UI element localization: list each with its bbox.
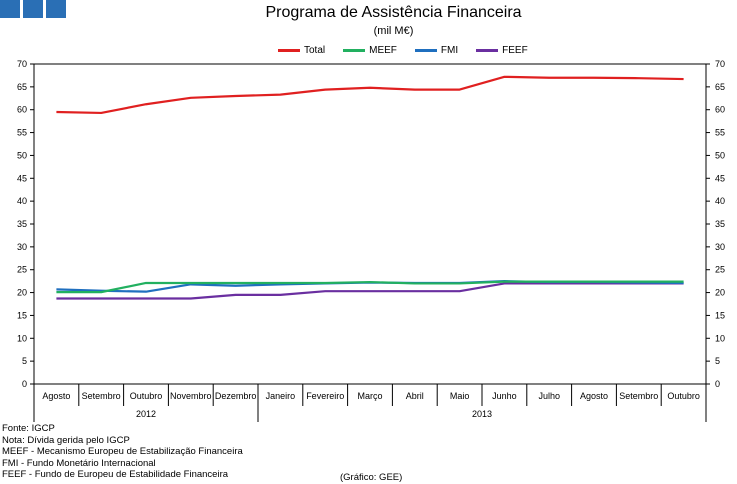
footnote-note: Nota: Dívida gerida pelo IGCP bbox=[2, 434, 130, 446]
y-tick-label-left: 45 bbox=[17, 173, 27, 183]
y-tick-label-right: 65 bbox=[715, 82, 725, 92]
y-tick-label-right: 0 bbox=[715, 379, 720, 389]
y-tick-label-left: 20 bbox=[17, 288, 27, 298]
y-tick-label-left: 5 bbox=[22, 356, 27, 366]
series-line-meef bbox=[56, 280, 684, 294]
footnotes: Fonte: IGCP Nota: Dívida gerida pelo IGC… bbox=[2, 423, 243, 481]
chart-title: Programa de Assistência Financeira bbox=[265, 4, 522, 21]
y-tick-label-left: 0 bbox=[22, 379, 27, 389]
y-tick-label-left: 40 bbox=[17, 196, 27, 206]
legend-item-meef: MEEF bbox=[343, 45, 397, 56]
x-tick-label: Setembro bbox=[82, 391, 121, 401]
x-tick-label: Fevereiro bbox=[306, 391, 344, 401]
chart-subtitle: (mil M€) bbox=[373, 25, 414, 37]
x-tick-label: Agosto bbox=[42, 391, 70, 401]
y-tick-label-right: 30 bbox=[715, 242, 725, 252]
x-tick-label: Janeiro bbox=[266, 391, 296, 401]
x-tick-label: Novembro bbox=[170, 391, 212, 401]
footnote-fmi: FMI - Fundo Monetário Internacional bbox=[2, 457, 156, 469]
y-tick-label-right: 70 bbox=[715, 59, 725, 69]
logo-block-2 bbox=[23, 0, 43, 18]
legend-label-total: Total bbox=[304, 45, 326, 56]
legend-item-total: Total bbox=[278, 45, 325, 56]
legend-label-meef: MEEF bbox=[369, 45, 397, 56]
legend-swatch-meef bbox=[343, 49, 366, 52]
y-tick-label-left: 55 bbox=[17, 128, 27, 138]
logo-block-3 bbox=[46, 0, 66, 18]
footnote-meef: MEEF - Mecanismo Europeu de Estabilizaçã… bbox=[2, 446, 243, 457]
y-tick-label-left: 70 bbox=[17, 59, 27, 69]
x-tick-label: Março bbox=[357, 391, 382, 401]
y-tick-label-right: 25 bbox=[715, 265, 725, 275]
y-tick-label-right: 20 bbox=[715, 288, 725, 298]
x-tick-label: Junho bbox=[492, 391, 517, 401]
y-tick-label-right: 45 bbox=[715, 173, 725, 183]
y-tick-label-right: 35 bbox=[715, 219, 725, 229]
x-tick-label: Dezembro bbox=[215, 391, 257, 401]
y-tick-label-left: 10 bbox=[17, 333, 27, 343]
y-tick-label-left: 65 bbox=[17, 82, 27, 92]
y-tick-label-left: 30 bbox=[17, 242, 27, 252]
legend-swatch-total bbox=[278, 49, 300, 52]
year-group-label: 2012 bbox=[136, 409, 156, 419]
legend-swatch-fmi bbox=[414, 49, 437, 52]
y-tick-label-right: 5 bbox=[715, 356, 720, 366]
x-tick-label: Julho bbox=[538, 391, 560, 401]
y-tick-label-left: 35 bbox=[17, 219, 27, 229]
logo-block-1 bbox=[0, 0, 20, 18]
legend-label-feef: FEEF bbox=[502, 45, 528, 56]
legend-item-fmi: FMI bbox=[414, 45, 459, 56]
y-tick-label-right: 55 bbox=[715, 128, 725, 138]
x-tick-label: Agosto bbox=[580, 391, 608, 401]
y-tick-label-right: 15 bbox=[715, 310, 725, 320]
y-tick-label-left: 15 bbox=[17, 310, 27, 320]
x-tick-label: Outubro bbox=[667, 391, 700, 401]
brand-logo bbox=[0, 0, 66, 18]
legend-item-feef: FEEF bbox=[476, 45, 528, 56]
series-line-feef bbox=[56, 282, 684, 300]
x-tick-label: Setembro bbox=[619, 391, 658, 401]
y-tick-label-left: 50 bbox=[17, 150, 27, 160]
footnote-feef: FEEF - Fundo de Europeu de Estabilidade … bbox=[2, 469, 229, 480]
y-tick-label-right: 40 bbox=[715, 196, 725, 206]
series-line-total bbox=[56, 75, 684, 115]
y-tick-label-left: 60 bbox=[17, 105, 27, 115]
y-tick-label-left: 25 bbox=[17, 265, 27, 275]
y-tick-label-right: 50 bbox=[715, 150, 725, 160]
y-tick-label-right: 10 bbox=[715, 333, 725, 343]
legend-label-fmi: FMI bbox=[440, 45, 459, 56]
plot-area-frame bbox=[33, 63, 707, 385]
year-group-label: 2013 bbox=[472, 409, 492, 419]
footnote-source: Fonte: IGCP bbox=[2, 423, 55, 434]
y-tick-label-right: 60 bbox=[715, 105, 725, 115]
x-tick-label: Abril bbox=[406, 391, 424, 401]
legend-swatch-feef bbox=[476, 49, 499, 52]
chart-credit: (Gráfico: GEE) bbox=[340, 472, 403, 483]
chart-legend: Total MEEF FMI FEEF bbox=[278, 45, 528, 56]
x-tick-label: Outubro bbox=[130, 391, 163, 401]
x-tick-label: Maio bbox=[450, 391, 470, 401]
